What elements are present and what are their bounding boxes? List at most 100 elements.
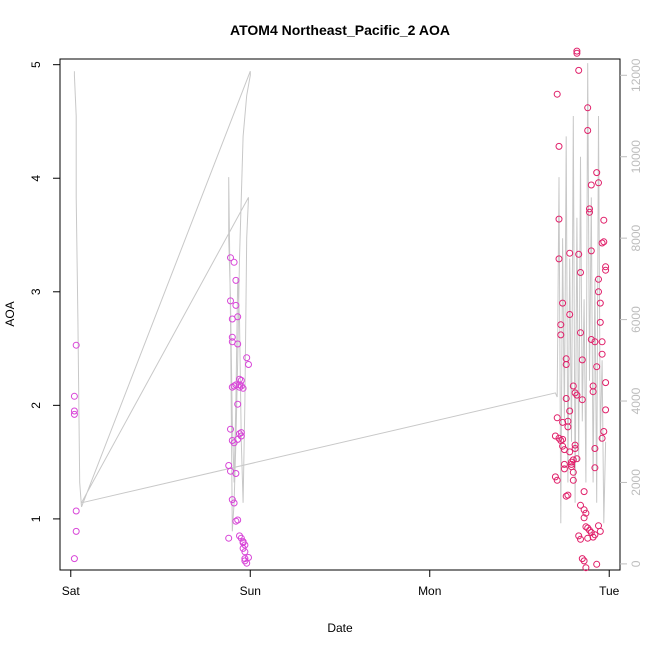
data-point: [587, 529, 595, 536]
data-point: [557, 321, 565, 329]
data-point: [237, 376, 245, 384]
data-point: [568, 458, 575, 466]
data-point: [586, 205, 593, 213]
data-point: [587, 247, 595, 255]
data-point: [239, 539, 247, 547]
data-point: [575, 66, 583, 74]
data-point: [584, 127, 592, 134]
y-tick-label: 2: [29, 402, 43, 409]
data-point: [586, 526, 593, 534]
data-point: [600, 428, 608, 435]
data-point: [591, 531, 599, 539]
data-point: [237, 429, 245, 437]
data-point: [573, 391, 581, 399]
data-point: [559, 442, 567, 450]
data-point: [595, 288, 602, 296]
data-point: [230, 499, 238, 507]
data-point: [559, 418, 567, 426]
data-point: [578, 356, 586, 364]
data-point: [569, 468, 577, 476]
data-point: [236, 430, 243, 438]
y2-tick-label: 2000: [629, 469, 643, 496]
data-point: [600, 238, 608, 246]
data-point: [241, 548, 249, 556]
data-point: [234, 340, 242, 348]
data-point: [72, 507, 80, 515]
data-point: [227, 254, 234, 262]
data-point: [555, 255, 563, 263]
data-point: [245, 554, 252, 561]
data-point: [602, 266, 610, 274]
data-point: [553, 414, 561, 422]
data-point: [557, 331, 565, 339]
x-tick-label: Tue: [599, 584, 620, 598]
data-point: [566, 407, 574, 415]
data-point: [569, 476, 577, 484]
data-point: [232, 301, 240, 309]
data-point: [70, 392, 78, 400]
data-point: [551, 432, 559, 440]
data-point: [577, 535, 584, 543]
data-point: [566, 249, 574, 257]
data-point: [593, 169, 601, 177]
data-point: [553, 90, 561, 98]
x-tick-label: Sun: [240, 584, 261, 598]
data-point: [232, 517, 240, 525]
series-line: [73, 63, 607, 532]
y-tick-label: 4: [29, 175, 43, 182]
data-point: [243, 354, 251, 362]
data-point: [72, 527, 80, 535]
data-point: [595, 179, 602, 187]
data-point: [564, 423, 572, 431]
y2-tick-label: 8000: [629, 224, 643, 251]
data-point: [228, 383, 236, 391]
x-tick-label: Sat: [62, 584, 81, 598]
data-point: [234, 400, 242, 408]
data-point: [595, 275, 602, 283]
data-point: [598, 239, 606, 247]
data-point: [559, 435, 567, 443]
y2-tick-label: 10000: [629, 140, 643, 174]
data-point: [598, 434, 606, 442]
data-point: [234, 313, 242, 321]
data-point: [237, 534, 245, 542]
data-point: [232, 470, 240, 477]
data-point: [555, 434, 563, 442]
data-point: [236, 532, 243, 540]
data-point: [70, 555, 78, 563]
data-point: [578, 396, 586, 404]
data-point: [575, 532, 583, 540]
data-point: [587, 336, 595, 343]
data-point: [573, 49, 581, 57]
data-point: [566, 311, 574, 318]
data-point: [230, 382, 238, 390]
data-point: [568, 460, 575, 468]
data-point: [587, 181, 595, 189]
data-point: [573, 47, 581, 55]
data-point: [577, 501, 584, 509]
data-point: [562, 492, 570, 500]
data-point: [577, 269, 584, 276]
series-line-group: [73, 63, 607, 532]
data-point: [555, 215, 563, 223]
y2-tick-label: 6000: [629, 306, 643, 333]
data-point: [228, 333, 236, 341]
data-point: [232, 276, 240, 284]
data-point: [230, 258, 238, 266]
data-point: [589, 388, 597, 396]
data-point: [591, 445, 599, 452]
y2-tick-label: 12000: [629, 58, 643, 92]
data-point: [596, 299, 604, 307]
x-axis-title: Date: [327, 621, 353, 635]
data-point: [575, 250, 583, 258]
data-point: [598, 350, 606, 358]
data-point: [591, 464, 599, 472]
plot-frame: [59, 58, 621, 571]
data-point: [584, 104, 592, 112]
data-point: [560, 460, 568, 468]
data-point: [562, 361, 570, 368]
data-point: [593, 363, 601, 371]
y-axis-left: 1 2 3 4 5: [29, 61, 60, 522]
